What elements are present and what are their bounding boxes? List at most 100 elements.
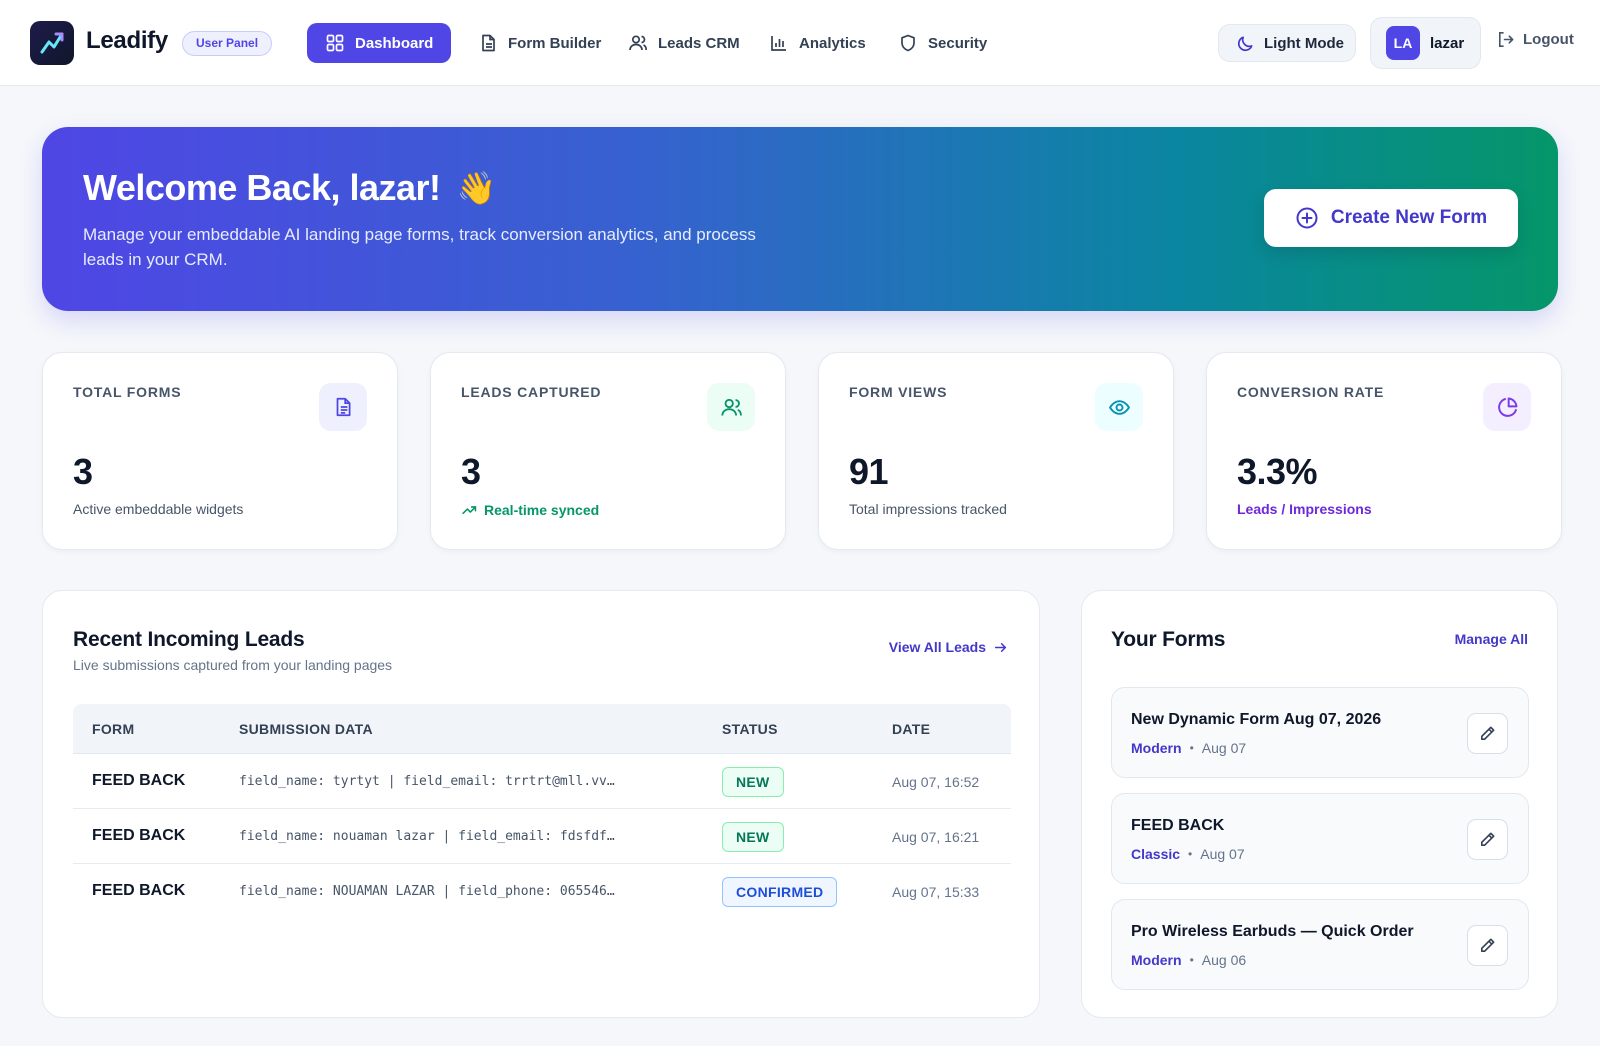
status-badge: NEW (722, 767, 784, 797)
edit-form-button[interactable] (1467, 713, 1508, 754)
top-navigation-bar: Leadify User Panel Dashboard Form Builde… (0, 0, 1600, 86)
status-badge: NEW (722, 822, 784, 852)
edit-form-button[interactable] (1467, 925, 1508, 966)
table-row[interactable]: FEED BACK field_name: nouaman lazar | fi… (73, 809, 1011, 864)
logout-button[interactable]: Logout (1496, 30, 1574, 49)
stat-footnote: Real-time synced (461, 501, 599, 518)
stat-label: FORM VIEWS (849, 384, 948, 400)
nav-dashboard[interactable]: Dashboard (307, 23, 452, 63)
leads-table: FORM SUBMISSION DATA STATUS DATE FEED BA… (73, 704, 1011, 919)
leadify-logo-icon[interactable] (30, 21, 74, 65)
user-name: lazar (1430, 34, 1465, 52)
avatar: LA (1386, 26, 1420, 60)
create-new-form-button[interactable]: Create New Form (1264, 189, 1518, 247)
welcome-title-text: Welcome Back, lazar! (83, 167, 441, 208)
light-mode-toggle[interactable]: Light Mode (1218, 24, 1356, 62)
arrow-right-icon (994, 642, 1007, 652)
form-style: Modern (1131, 740, 1182, 756)
eye-icon (1095, 383, 1143, 431)
your-forms-title: Your Forms (1111, 628, 1226, 651)
leads-table-header: FORM SUBMISSION DATA STATUS DATE (73, 704, 1011, 754)
pencil-icon (1480, 938, 1495, 953)
lead-date: Aug 07, 16:52 (892, 774, 980, 790)
stat-footnote-text: Real-time synced (484, 501, 600, 518)
form-name: Pro Wireless Earbuds — Quick Order (1131, 923, 1414, 940)
form-meta: Classic • Aug 07 (1131, 846, 1245, 862)
stat-card-form-views: FORM VIEWS 91 Total impressions tracked (818, 352, 1174, 550)
welcome-title: Welcome Back, lazar! 👋 (83, 167, 496, 209)
table-row[interactable]: FEED BACK field_name: tyrtyt | field_ema… (73, 754, 1011, 809)
separator-dot: • (1189, 953, 1194, 967)
column-header-date: DATE (892, 721, 931, 737)
nav-security[interactable]: Security (880, 23, 1005, 63)
stat-card-conversion-rate: CONVERSION RATE 3.3% Leads / Impressions (1206, 352, 1562, 550)
form-list-item[interactable]: New Dynamic Form Aug 07, 2026 Modern • A… (1111, 687, 1529, 778)
pencil-icon (1480, 726, 1495, 741)
form-meta: Modern • Aug 06 (1131, 952, 1246, 968)
column-header-status: STATUS (722, 721, 778, 737)
your-forms-panel: Your Forms Manage All New Dynamic Form A… (1081, 590, 1558, 1018)
recent-leads-title: Recent Incoming Leads (73, 628, 305, 651)
create-new-form-label: Create New Form (1330, 207, 1488, 228)
form-list-item[interactable]: Pro Wireless Earbuds — Quick Order Moder… (1111, 899, 1529, 990)
nav-security-label: Security (928, 34, 988, 52)
welcome-banner: Welcome Back, lazar! 👋 Manage your embed… (42, 127, 1558, 311)
stat-card-total-forms: TOTAL FORMS 3 Active embeddable widgets (42, 352, 398, 550)
users-icon (629, 35, 648, 51)
lead-submission-data: field_name: nouaman lazar | field_email:… (239, 829, 615, 844)
table-row[interactable]: FEED BACK field_name: NOUAMAN LAZAR | fi… (73, 864, 1011, 919)
moon-icon (1237, 35, 1253, 51)
nav-form-builder[interactable]: Form Builder (460, 23, 619, 63)
nav-form-builder-label: Form Builder (508, 34, 602, 52)
dashboard-grid-icon (326, 34, 344, 52)
lead-submission-data: field_name: NOUAMAN LAZAR | field_phone:… (239, 884, 615, 899)
nav-dashboard-label: Dashboard (355, 34, 434, 52)
stat-footnote: Leads / Impressions (1237, 501, 1372, 517)
user-panel-badge: User Panel (182, 31, 273, 56)
status-badge: CONFIRMED (722, 877, 838, 907)
shield-icon (901, 34, 915, 52)
form-name: FEED BACK (1131, 817, 1225, 834)
nav-leads-crm[interactable]: Leads CRM (610, 23, 758, 63)
lead-form-name: FEED BACK (92, 882, 186, 899)
stat-value: 91 (849, 451, 889, 492)
lead-date: Aug 07, 16:21 (892, 829, 980, 845)
waving-hand-icon: 👋 (456, 170, 497, 206)
stat-label: TOTAL FORMS (73, 384, 182, 400)
stat-value: 3 (73, 451, 93, 492)
column-header-form: FORM (92, 721, 135, 737)
form-date: Aug 07 (1200, 846, 1245, 862)
user-menu[interactable]: LA lazar (1370, 17, 1481, 69)
logout-icon (1498, 32, 1514, 47)
pencil-icon (1480, 832, 1495, 847)
users-icon (707, 383, 755, 431)
stat-label: LEADS CAPTURED (461, 384, 602, 400)
form-name: New Dynamic Form Aug 07, 2026 (1131, 711, 1382, 728)
edit-form-button[interactable] (1467, 819, 1508, 860)
form-style: Classic (1131, 846, 1181, 862)
document-icon (482, 34, 495, 52)
stat-value: 3 (461, 451, 481, 492)
bar-chart-icon (771, 36, 786, 51)
recent-leads-panel: Recent Incoming Leads Live submissions c… (42, 590, 1040, 1018)
stat-footnote: Total impressions tracked (849, 501, 1007, 517)
view-all-leads-link[interactable]: View All Leads (889, 639, 1008, 655)
nav-analytics[interactable]: Analytics (751, 23, 884, 63)
view-all-leads-label: View All Leads (888, 639, 986, 655)
form-style: Modern (1131, 952, 1182, 968)
manage-all-link[interactable]: Manage All (1454, 631, 1528, 647)
stat-value: 3.3% (1237, 451, 1318, 492)
form-date: Aug 07 (1201, 740, 1247, 756)
stat-footnote: Active embeddable widgets (73, 501, 244, 517)
lead-submission-data: field_name: tyrtyt | field_email: trrtrt… (239, 774, 615, 789)
form-list-item[interactable]: FEED BACK Classic • Aug 07 (1111, 793, 1529, 884)
light-mode-label: Light Mode (1264, 34, 1344, 52)
brand-name[interactable]: Leadify (86, 27, 168, 54)
form-date: Aug 06 (1201, 952, 1247, 968)
lead-date: Aug 07, 15:33 (892, 884, 980, 900)
lead-form-name: FEED BACK (92, 772, 186, 789)
separator-dot: • (1188, 847, 1193, 861)
separator-dot: • (1189, 741, 1194, 755)
pie-chart-icon (1483, 383, 1531, 431)
document-icon (319, 383, 367, 431)
